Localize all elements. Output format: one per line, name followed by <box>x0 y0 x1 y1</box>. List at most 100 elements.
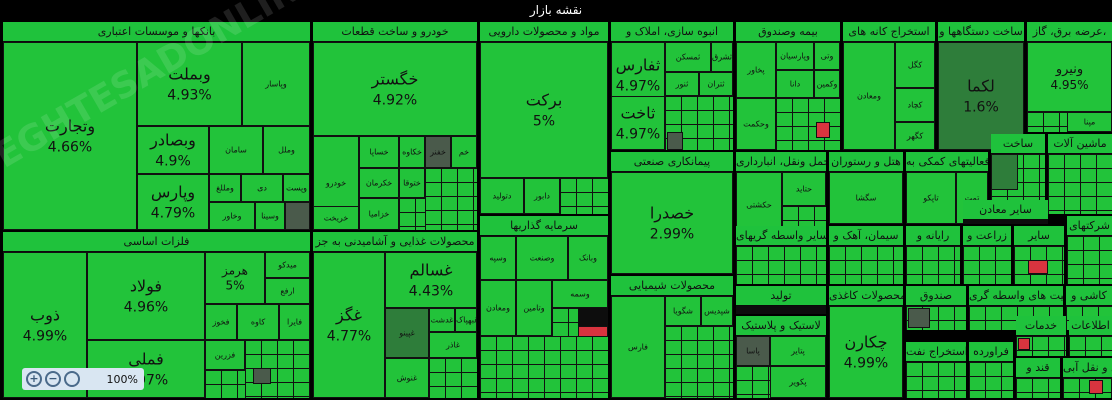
stock-tile-small[interactable] <box>667 132 683 150</box>
stock-tile-vbank[interactable]: وبانک <box>568 236 608 280</box>
small-stocks-grid[interactable] <box>1069 336 1112 356</box>
stock-tile-ghsal[interactable]: غسالم 4.43% <box>385 252 477 308</box>
stock-tile-khrikht[interactable]: خریخت <box>313 206 359 230</box>
stock-tile-small[interactable] <box>285 202 310 230</box>
stock-tile-barekat[interactable]: برکت 5% <box>480 42 608 178</box>
stock-tile-vniru[interactable]: ونیرو 4.95% <box>1027 42 1112 112</box>
stock-tile-vbmellat[interactable]: وبملت 4.93% <box>137 42 242 126</box>
sector-paper[interactable]: محصولات کاغذی چکارن 4.99% <box>829 286 903 398</box>
stock-tile-small[interactable] <box>991 154 1018 190</box>
sector-insurance[interactable]: بیمه وصندوق پخاور وپارسیان وتی دانا وکمی… <box>736 22 840 150</box>
sector-contract[interactable]: پیمانکاری صنعتی خصدرا 2.99% <box>611 152 733 274</box>
stock-tile-shgoya[interactable]: شگویا <box>665 296 701 326</box>
stock-tile-small[interactable] <box>908 308 930 328</box>
sector-chemical[interactable]: محصولات شیمیایی فارس شگویا شپدیس <box>611 276 733 398</box>
sector-oil[interactable]: استخراج نفت <box>906 342 966 398</box>
stock-tile-khdizel[interactable]: ختوقا <box>399 168 425 198</box>
stock-tile-vtamin[interactable]: وتامین <box>516 280 552 336</box>
stock-tile-bpaz[interactable]: پخاور <box>736 42 776 98</box>
small-stocks-grid[interactable] <box>399 198 425 230</box>
stock-tile-red[interactable] <box>1018 338 1030 350</box>
stock-tile-hormoz[interactable]: هرمز 5% <box>205 252 265 304</box>
stock-tile-khm[interactable]: خم <box>451 136 477 168</box>
small-stocks-grid[interactable] <box>1027 112 1067 132</box>
stock-tile-vpost[interactable]: وپست <box>283 174 310 202</box>
small-stocks-grid[interactable] <box>1067 236 1112 284</box>
sector-hotel[interactable]: هتل و رستوران سگشا <box>829 152 903 224</box>
stock-tile-khegar[interactable]: خفنر <box>425 136 451 168</box>
stock-tile-tnoor[interactable]: ثنور <box>665 72 699 96</box>
small-stocks-grid[interactable] <box>665 326 733 398</box>
sector-svc[interactable]: خدمات <box>1016 316 1066 356</box>
small-stocks-grid[interactable] <box>480 336 608 398</box>
sector-computer[interactable]: رایانه و <box>906 226 960 284</box>
small-stocks-grid[interactable] <box>963 246 1011 284</box>
small-stocks-grid[interactable] <box>205 370 245 398</box>
stock-tile-foolad[interactable]: فایرا <box>279 304 310 340</box>
stock-tile-hteed[interactable]: حتاید <box>782 172 826 206</box>
small-stocks-grid[interactable] <box>425 168 477 230</box>
stock-tile-ghdanesh[interactable]: غنوش <box>385 358 429 398</box>
small-stocks-grid[interactable] <box>429 358 477 398</box>
small-stocks-grid[interactable] <box>665 96 733 150</box>
stock-tile-tkish[interactable]: ثتران <box>699 72 733 96</box>
stock-tile-fazar[interactable]: فزرین <box>205 340 245 370</box>
stock-tile-khdhr[interactable]: خصدرا 2.99% <box>611 172 733 274</box>
sector-prod[interactable]: تولید <box>736 286 826 314</box>
stock-tile-vmolaf[interactable]: ومللغ <box>209 174 241 202</box>
stock-tile-shpdis[interactable]: شپدیس <box>701 296 733 326</box>
sector-sugar[interactable]: قند و <box>1016 358 1060 398</box>
stock-tile-vkhavar[interactable]: وخاور <box>209 202 255 230</box>
stock-tile-red[interactable] <box>1028 260 1048 274</box>
stock-tile-tshahr[interactable]: ثشرق <box>711 42 733 72</box>
sector-other[interactable]: حمل و نقل آبی <box>1063 358 1112 398</box>
small-stocks-grid[interactable] <box>736 366 770 398</box>
stock-tile-vaty[interactable]: وتی <box>814 42 840 70</box>
sector-machinery[interactable]: ماشین آلات <box>1048 134 1112 214</box>
stock-tile-arfa[interactable]: ارفع <box>265 278 310 304</box>
sector-invest[interactable]: سرمایه گذاریها وسپه وصنعت وبانک ومعادن و… <box>480 216 608 398</box>
small-stocks-grid[interactable] <box>906 246 960 284</box>
sector-pharma[interactable]: مواد و محصولات دارویی برکت 5% دتولید دابو… <box>480 22 608 214</box>
sector-support[interactable]: فعالیتهای کمکی به تاپکو تمت <box>906 152 988 224</box>
stock-tile-khgharn[interactable]: خکرمان <box>359 168 399 198</box>
sector-devices[interactable]: ساخت دستگاهها و لکما 1.6% <box>938 22 1024 150</box>
stock-tile-kchad[interactable]: کچاد <box>895 88 935 122</box>
sector-cement[interactable]: سیمان، آهک و <box>829 226 903 284</box>
stock-tile-small[interactable] <box>253 368 271 384</box>
zoom-out-icon[interactable]: − <box>45 371 61 387</box>
sector-mining[interactable]: استخراج کانه های ومعادن کگل کچاد کگهر <box>843 22 935 150</box>
small-stocks-grid[interactable] <box>969 362 1013 398</box>
stock-tile-kave[interactable]: کاوه <box>237 304 279 340</box>
stock-tile-vsmeh[interactable]: وسمه <box>552 280 608 308</box>
stock-tile-vbsader[interactable]: وبصادر 4.9% <box>137 126 209 174</box>
stock-tile-vpars[interactable]: وپارس 4.79% <box>137 174 209 230</box>
small-stocks-grid[interactable] <box>1048 154 1112 214</box>
small-stocks-grid[interactable] <box>829 246 903 284</box>
stock-tile-khakoo[interactable]: خکاوه <box>399 136 425 168</box>
sector-tfar[interactable]: فراورده <box>969 342 1013 398</box>
sector-rubber[interactable]: لاستیک و پلاستیک پاسا پتایر پکویر <box>736 316 826 398</box>
stock-tile-bdana[interactable]: دانا <box>776 70 814 98</box>
sector-media[interactable]: سایر واسطه گریهای <box>736 226 826 284</box>
sector-cos[interactable]: شرکتهای <box>1067 216 1112 284</box>
stock-tile-tejarat[interactable]: وتجارت 4.66% <box>3 42 137 230</box>
stock-tile-midko[interactable]: میدکو <box>265 252 310 278</box>
stock-tile-tkhat[interactable]: ثاخت 4.97% <box>611 96 665 150</box>
stock-tile-khsapa[interactable]: خساپا <box>359 136 399 168</box>
small-stocks-grid[interactable] <box>552 308 578 336</box>
stock-tile-vsina[interactable]: وسینا <box>255 202 285 230</box>
stock-tile-red[interactable] <box>816 122 830 138</box>
sector-agri[interactable]: زراعت و <box>963 226 1011 284</box>
stock-tile-tmaskan[interactable]: ثمسکن <box>665 42 711 72</box>
sector-othertypes[interactable]: سایر <box>1014 226 1064 284</box>
sector-mass[interactable]: انبوه سازی، املاک و ثفارس 4.97% ثمسکن ثشر… <box>611 22 733 150</box>
stock-tile-kkazn[interactable]: کگهر <box>895 122 935 150</box>
small-stocks-grid[interactable] <box>906 362 966 398</box>
sector-auto[interactable]: خودرو و ساخت قطعات خگستر 4.92% خودرو خساپ… <box>313 22 477 230</box>
stock-tile-faras[interactable]: فارس <box>611 296 665 398</box>
sector-fund[interactable]: صندوق <box>906 286 966 330</box>
stock-tile-ghpino[interactable]: غپینو <box>385 308 429 358</box>
stock-tile-ghdasht[interactable]: غدشت <box>429 308 455 332</box>
